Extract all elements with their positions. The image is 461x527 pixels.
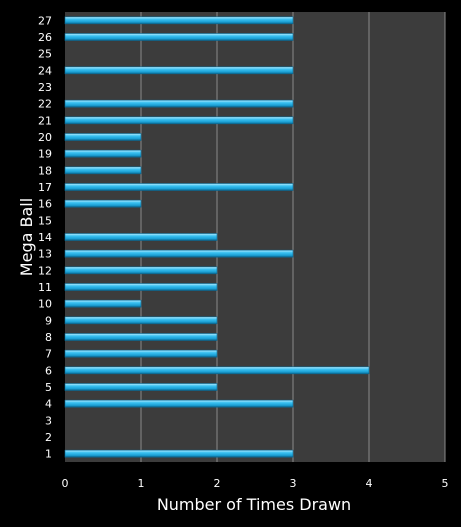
bar-19 bbox=[64, 149, 142, 158]
y-tick-label: 14 bbox=[38, 231, 52, 244]
x-axis-title: Number of Times Drawn bbox=[157, 495, 351, 514]
y-tick-label: 20 bbox=[38, 131, 52, 144]
y-tick-label: 24 bbox=[38, 64, 52, 77]
y-tick-label: 8 bbox=[45, 331, 52, 344]
bar-27 bbox=[64, 16, 294, 25]
y-tick-label: 3 bbox=[45, 414, 52, 427]
y-tick-label: 22 bbox=[38, 98, 52, 111]
bar-24 bbox=[64, 66, 294, 75]
x-tick-label: 2 bbox=[214, 477, 221, 490]
y-tick-label: 17 bbox=[38, 181, 52, 194]
bar-1 bbox=[64, 449, 294, 458]
y-tick-label: 9 bbox=[45, 314, 52, 327]
y-tick-label: 7 bbox=[45, 348, 52, 361]
bar-6 bbox=[64, 366, 370, 375]
y-tick-label: 25 bbox=[38, 48, 52, 61]
y-tick-label: 19 bbox=[38, 148, 52, 161]
bar-13 bbox=[64, 249, 294, 258]
y-tick-label: 12 bbox=[38, 264, 52, 277]
y-tick-label: 11 bbox=[38, 281, 52, 294]
bar-22 bbox=[64, 99, 294, 108]
y-tick-label: 16 bbox=[38, 198, 52, 211]
bar-16 bbox=[64, 199, 142, 208]
y-tick-label: 23 bbox=[38, 81, 52, 94]
bar-20 bbox=[64, 133, 142, 141]
y-tick-label: 10 bbox=[38, 298, 52, 311]
bar-9 bbox=[64, 316, 218, 325]
bar-8 bbox=[64, 333, 218, 341]
bar-26 bbox=[64, 33, 294, 41]
bar-5 bbox=[64, 383, 218, 391]
bar-4 bbox=[64, 399, 294, 408]
x-tick-label: 3 bbox=[290, 477, 297, 490]
y-tick-label: 5 bbox=[45, 381, 52, 394]
y-tick-label: 26 bbox=[38, 31, 52, 44]
y-tick-label: 13 bbox=[38, 248, 52, 261]
bar-11 bbox=[64, 283, 218, 291]
x-tick-label: 1 bbox=[138, 477, 145, 490]
y-tick-label: 27 bbox=[38, 14, 52, 27]
bar-14 bbox=[64, 233, 218, 241]
y-axis-title: Mega Ball bbox=[17, 198, 36, 276]
y-tick-label: 21 bbox=[38, 114, 52, 127]
y-tick-label: 4 bbox=[45, 398, 52, 411]
y-tick-label: 6 bbox=[45, 364, 52, 377]
y-tick-label: 18 bbox=[38, 164, 52, 177]
bar-10 bbox=[64, 299, 142, 308]
bar-12 bbox=[64, 266, 218, 275]
y-tick-label: 1 bbox=[45, 448, 52, 461]
y-tick-label: 2 bbox=[45, 431, 52, 444]
x-tick-label: 0 bbox=[62, 477, 69, 490]
bar-18 bbox=[64, 166, 142, 175]
x-tick-label: 4 bbox=[366, 477, 373, 490]
bar-21 bbox=[64, 116, 294, 125]
y-tick-label: 15 bbox=[38, 214, 52, 227]
x-tick-label: 5 bbox=[442, 477, 449, 490]
bar-7 bbox=[64, 349, 218, 358]
bar-17 bbox=[64, 183, 294, 191]
